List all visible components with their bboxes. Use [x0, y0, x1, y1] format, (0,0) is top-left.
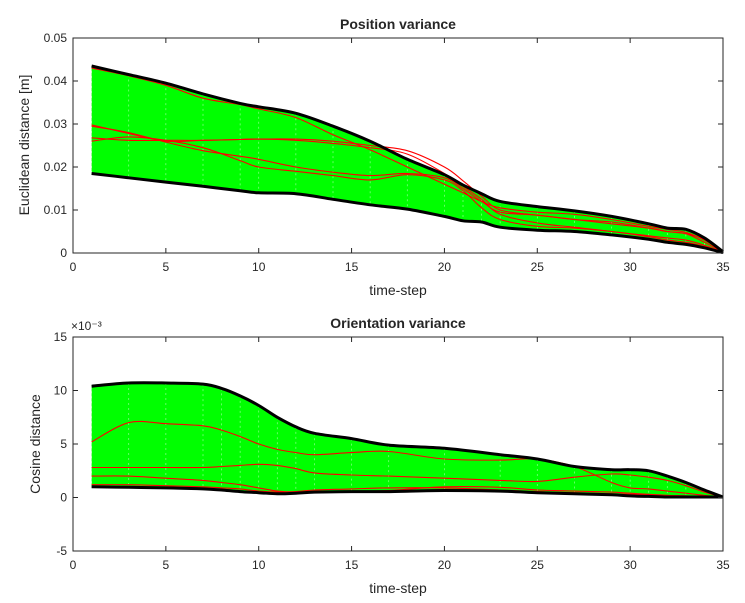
y-tick-label: 0: [60, 491, 67, 505]
axes-box: [72, 37, 724, 254]
x-tick-label: 5: [163, 558, 170, 572]
position-variance-panel: Position variance 0 5 10 15 20 25 30 35 0 0.01 0.0…: [16, 16, 730, 298]
x-tick-label: 30: [623, 260, 637, 274]
x-tick-label: 35: [716, 558, 730, 572]
y-tick-label: 0.04: [44, 74, 68, 88]
x-tick-label: 25: [531, 260, 545, 274]
series-line-1: [91, 420, 724, 498]
series-line-1: [91, 67, 724, 253]
upper-envelope: [91, 381, 724, 499]
y-tick-label: -5: [56, 544, 67, 558]
x-axis-label: time-step: [369, 282, 427, 298]
y-axis-label: Cosine distance: [27, 394, 43, 494]
chart-title: Position variance: [340, 16, 456, 32]
y-tick-label: 0.01: [44, 203, 68, 217]
y-axis-exponent-label: ×10⁻³: [71, 319, 102, 333]
series-line-4: [91, 484, 724, 498]
variance-band: [91, 66, 724, 253]
series-line-2: [91, 463, 724, 498]
orientation-variance-panel: Orientation variance ×10⁻³ 0 5 10 15 20 25 30 3…: [27, 315, 730, 596]
x-tick-label: 10: [252, 260, 266, 274]
x-tick-label: 20: [438, 260, 452, 274]
y-tick-label: 15: [54, 330, 68, 344]
x-tick-label: 25: [531, 558, 545, 572]
x-tick-label: 20: [438, 558, 452, 572]
x-tick-label: 10: [252, 558, 266, 572]
lower-envelope: [91, 485, 724, 499]
x-axis-label: time-step: [369, 580, 427, 596]
y-tick-label: 0.03: [44, 117, 68, 131]
tick-marks: 0 5 10 15 20 25 30 35 0 0.01 0.02 0.03 0.04 0.05: [44, 31, 730, 274]
x-tick-label: 15: [345, 558, 359, 572]
variance-band: [91, 383, 724, 497]
lower-envelope: [91, 172, 724, 255]
x-tick-label: 35: [716, 260, 730, 274]
x-tick-label: 0: [70, 558, 77, 572]
plot-area: [91, 64, 724, 255]
y-tick-label: 0: [60, 246, 67, 260]
series-line-4: [91, 136, 724, 253]
x-tick-label: 30: [623, 558, 637, 572]
y-tick-label: 0.02: [44, 160, 68, 174]
y-axis-label: Euclidean distance [m]: [16, 75, 32, 216]
x-tick-label: 15: [345, 260, 359, 274]
x-tick-label: 0: [70, 260, 77, 274]
plot-area: [91, 381, 724, 499]
upper-envelope: [91, 64, 724, 253]
y-tick-label: 10: [54, 384, 68, 398]
x-tick-label: 5: [163, 260, 170, 274]
y-tick-label: 0.05: [44, 31, 68, 45]
y-tick-label: 5: [60, 437, 67, 451]
chart-title: Orientation variance: [330, 315, 466, 331]
